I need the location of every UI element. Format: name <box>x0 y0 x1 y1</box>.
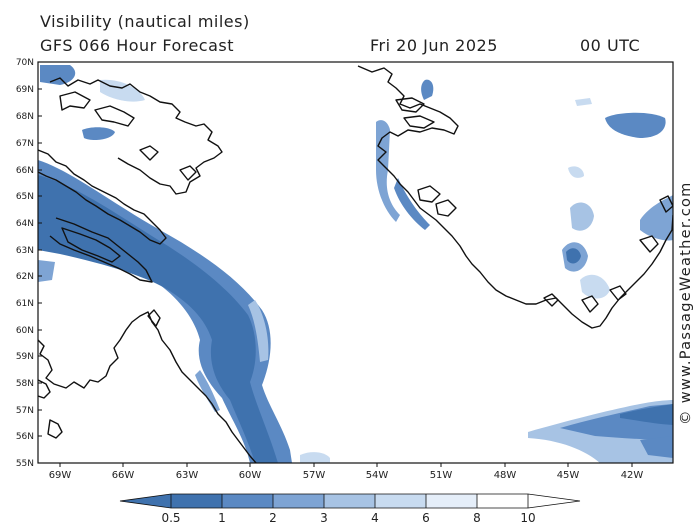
lon-label-60w: 60W <box>239 470 262 481</box>
colorbar-arrow-high <box>528 494 580 508</box>
colorbar: 0.5 1 2 3 4 6 8 10 <box>119 493 581 525</box>
colorbar-bin-6 <box>426 494 477 508</box>
lat-label-68n: 68N <box>16 112 34 122</box>
colorbar-label-8: 8 <box>473 511 481 525</box>
lat-label-59n: 59N <box>16 352 34 362</box>
lat-label-63n: 63N <box>16 246 34 256</box>
colorbar-label-1: 1 <box>218 511 226 525</box>
map-frame <box>37 61 674 464</box>
lat-label-67n: 67N <box>16 139 34 149</box>
lat-label-55n: 55N <box>16 459 34 469</box>
colorbar-bin-1 <box>171 494 222 508</box>
colorbar-bin-2 <box>222 494 273 508</box>
lon-label-54w: 54W <box>366 470 389 481</box>
colorbar-label-3: 3 <box>320 511 328 525</box>
colorbar-bin-5 <box>375 494 426 508</box>
forecast-label: GFS 066 Hour Forecast <box>40 36 235 55</box>
lat-label-57n: 57N <box>16 406 34 416</box>
colorbar-label-2: 2 <box>269 511 277 525</box>
colorbar-label-10: 10 <box>520 511 535 525</box>
colorbar-bin-4 <box>324 494 375 508</box>
lon-label-45w: 45W <box>557 470 580 481</box>
lon-label-42w: 42W <box>621 470 644 481</box>
forecast-date: Fri 20 Jun 2025 <box>370 36 498 55</box>
coastline <box>38 65 673 463</box>
lon-label-51w: 51W <box>430 470 453 481</box>
colorbar-label-4: 4 <box>371 511 379 525</box>
colorbar-label-0.5: 0.5 <box>161 511 180 525</box>
lat-label-56n: 56N <box>16 432 34 442</box>
lat-label-69n: 69N <box>16 85 34 95</box>
lon-label-66w: 66W <box>112 470 135 481</box>
colorbar-arrow-low <box>120 494 171 508</box>
lon-label-69w: 69W <box>49 470 72 481</box>
lon-label-48w: 48W <box>494 470 517 481</box>
lat-label-66n: 66N <box>16 166 34 176</box>
lon-label-57w: 57W <box>303 470 326 481</box>
visibility-field <box>38 65 673 463</box>
colorbar-label-6: 6 <box>422 511 430 525</box>
lat-label-58n: 58N <box>16 379 34 389</box>
map-title: Visibility (nautical miles) <box>40 12 250 31</box>
colorbar-bin-3 <box>273 494 324 508</box>
credit-text: © www.PassageWeather.com <box>678 181 694 425</box>
lat-label-64n: 64N <box>16 219 34 229</box>
colorbar-bin-7 <box>477 494 528 508</box>
forecast-time: 00 UTC <box>580 36 641 55</box>
lat-label-61n: 61N <box>16 299 34 309</box>
lat-label-70n: 70N <box>16 58 34 68</box>
lat-label-60n: 60N <box>16 326 34 336</box>
lat-label-65n: 65N <box>16 192 34 202</box>
lat-label-62n: 62N <box>16 272 34 282</box>
lon-label-63w: 63W <box>176 470 199 481</box>
